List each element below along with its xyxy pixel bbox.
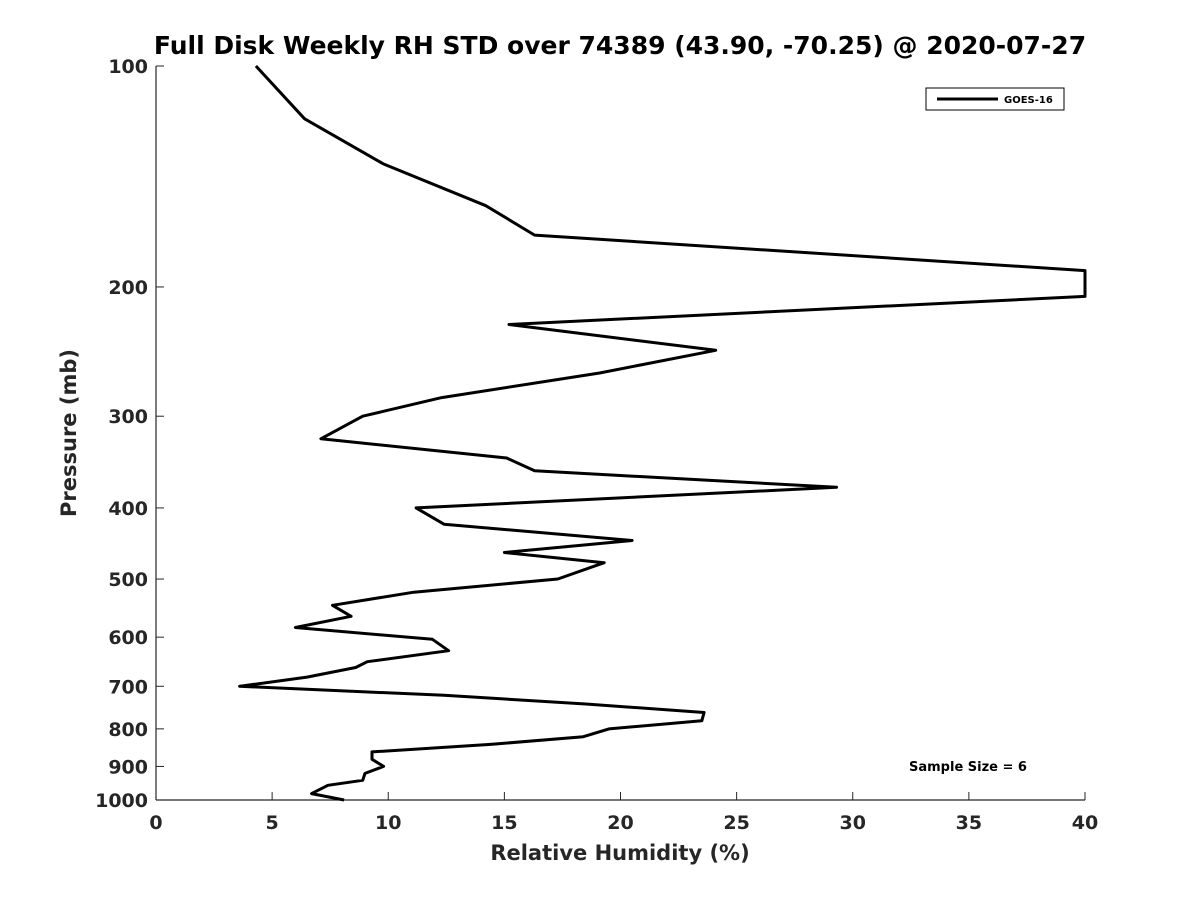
y-tick-label: 600 <box>108 627 148 649</box>
y-tick-label: 500 <box>108 569 148 591</box>
x-tick-label: 15 <box>491 812 517 834</box>
y-tick-label: 100 <box>108 56 148 78</box>
y-axis-label: Pressure (mb) <box>57 349 81 517</box>
sample-size-annotation: Sample Size = 6 <box>909 760 1027 775</box>
x-tick-label: 40 <box>1072 812 1098 834</box>
x-axis-ticks: 0 5 10 15 20 25 30 35 40 <box>149 792 1098 834</box>
x-tick-label: 5 <box>266 812 279 834</box>
chart-title: Full Disk Weekly RH STD over 74389 (43.9… <box>154 31 1086 60</box>
y-tick-label: 800 <box>108 719 148 741</box>
y-tick-label: 1000 <box>95 790 148 812</box>
series-line-goes-16 <box>238 64 1087 802</box>
x-tick-label: 35 <box>956 812 982 834</box>
x-tick-label: 10 <box>375 812 401 834</box>
x-axis-label: Relative Humidity (%) <box>490 841 749 865</box>
y-tick-label: 300 <box>108 406 148 428</box>
y-tick-label: 400 <box>108 498 148 520</box>
legend-label: GOES-16 <box>1004 95 1053 106</box>
plot-area <box>155 64 1087 802</box>
y-tick-label: 900 <box>108 756 148 778</box>
x-tick-label: 25 <box>723 812 749 834</box>
legend: GOES-16 <box>925 87 1065 111</box>
y-tick-label: 200 <box>108 277 148 299</box>
y-axis-ticks: 100 200 300 400 500 600 700 800 900 1000 <box>95 56 164 812</box>
x-tick-label: 30 <box>840 812 866 834</box>
y-tick-label: 700 <box>108 676 148 698</box>
x-tick-label: 20 <box>607 812 633 834</box>
x-tick-label: 0 <box>149 812 162 834</box>
